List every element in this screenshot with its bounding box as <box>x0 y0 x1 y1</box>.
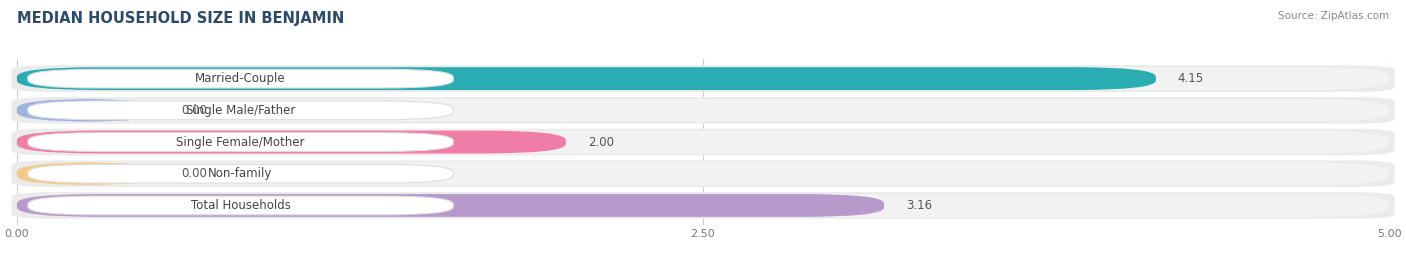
Text: 0.00: 0.00 <box>181 104 208 117</box>
Text: Single Male/Father: Single Male/Father <box>186 104 295 117</box>
FancyBboxPatch shape <box>11 161 1395 187</box>
FancyBboxPatch shape <box>17 67 1389 90</box>
FancyBboxPatch shape <box>11 129 1395 155</box>
Text: Married-Couple: Married-Couple <box>195 72 285 85</box>
Text: Source: ZipAtlas.com: Source: ZipAtlas.com <box>1278 11 1389 21</box>
FancyBboxPatch shape <box>28 69 453 88</box>
FancyBboxPatch shape <box>28 133 453 151</box>
FancyBboxPatch shape <box>28 196 453 215</box>
FancyBboxPatch shape <box>17 131 1389 154</box>
Text: 0.00: 0.00 <box>181 167 208 180</box>
FancyBboxPatch shape <box>17 99 1389 122</box>
FancyBboxPatch shape <box>17 131 565 154</box>
FancyBboxPatch shape <box>11 192 1395 219</box>
Text: MEDIAN HOUSEHOLD SIZE IN BENJAMIN: MEDIAN HOUSEHOLD SIZE IN BENJAMIN <box>17 11 344 26</box>
Text: Total Households: Total Households <box>191 199 291 212</box>
FancyBboxPatch shape <box>17 162 160 185</box>
FancyBboxPatch shape <box>17 67 1156 90</box>
Text: Non-family: Non-family <box>208 167 273 180</box>
FancyBboxPatch shape <box>28 164 453 183</box>
Text: 4.15: 4.15 <box>1178 72 1204 85</box>
Text: 3.16: 3.16 <box>905 199 932 212</box>
FancyBboxPatch shape <box>11 97 1395 124</box>
FancyBboxPatch shape <box>28 101 453 120</box>
FancyBboxPatch shape <box>17 99 160 122</box>
FancyBboxPatch shape <box>17 194 884 217</box>
Text: 2.00: 2.00 <box>588 136 614 148</box>
FancyBboxPatch shape <box>17 162 1389 185</box>
FancyBboxPatch shape <box>11 65 1395 92</box>
FancyBboxPatch shape <box>17 194 1389 217</box>
Text: Single Female/Mother: Single Female/Mother <box>176 136 305 148</box>
